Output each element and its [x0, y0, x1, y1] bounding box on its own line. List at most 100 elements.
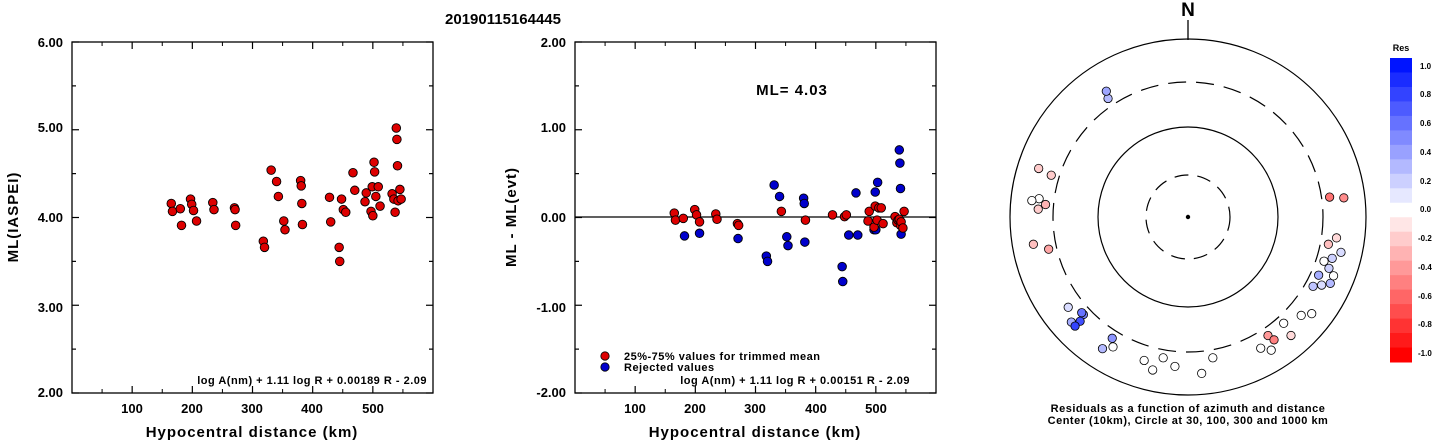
colorbar-title: Res	[1393, 43, 1410, 53]
colorbar-cell	[1390, 72, 1412, 88]
polar-residual-point	[1336, 247, 1346, 257]
colorbar-cell	[1390, 304, 1412, 320]
ml-station-point	[191, 216, 202, 226]
colorbar-label: -0.4	[1418, 263, 1432, 272]
left-plot-ticks	[72, 41, 433, 394]
colorbar-label: -1.0	[1418, 349, 1432, 358]
colorbar-cell	[1390, 217, 1412, 233]
trimmed-mean-point	[694, 217, 705, 227]
left-xtick-label: 400	[301, 401, 323, 416]
rejected-point	[800, 237, 810, 247]
ml-station-point	[259, 242, 270, 253]
ml-station-point	[297, 198, 307, 209]
ml-station-point	[391, 123, 402, 133]
colorbar-cell	[1390, 260, 1412, 276]
polar-residual-point	[1101, 86, 1111, 96]
colorbar-cell	[1390, 86, 1412, 102]
ml-station-point	[396, 194, 406, 204]
polar-caption-line2: Center (10km), Circle at 30, 100, 300 an…	[1048, 415, 1329, 427]
rejected-point	[837, 261, 847, 272]
ml-station-point	[395, 184, 405, 195]
trimmed-mean-point	[733, 220, 744, 231]
colorbar-cell	[1390, 188, 1412, 204]
trimmed-mean-point	[878, 218, 888, 229]
rejected-point	[895, 183, 906, 194]
colorbar-cell	[1390, 231, 1412, 247]
polar-residual-point	[1033, 204, 1043, 214]
polar-residual-point	[1331, 233, 1342, 243]
rejected-point	[894, 145, 905, 155]
polar-residual-point	[1044, 244, 1054, 254]
colorbar-label: 1.0	[1420, 62, 1432, 71]
polar-residual-point	[1323, 239, 1333, 249]
ml-station-point	[188, 205, 199, 216]
trimmed-mean-point	[670, 215, 681, 225]
ml-station-point	[369, 157, 379, 167]
left-plot: 2.00 3.00 4.00 5.00 6.00 100 200 300 400…	[5, 35, 434, 441]
left-xtick-label: 500	[362, 401, 384, 416]
polar-residual-point	[1170, 361, 1180, 372]
colorbar-cell	[1390, 173, 1412, 189]
left-ytick-label: 4.00	[38, 210, 63, 225]
rejected-point	[774, 191, 785, 202]
ml-station-point	[348, 167, 358, 178]
middle-xtick-label: 300	[744, 401, 766, 416]
middle-xtick-label: 400	[805, 401, 827, 416]
residual-colorbar: Res 1.0 0.8 0.6 0.4 0.2 0.0 -0.2 -0.4 -0…	[1390, 43, 1432, 363]
left-xtick-label: 200	[181, 401, 203, 416]
colorbar-cell	[1390, 333, 1412, 349]
polar-residual-point	[1269, 335, 1279, 345]
polar-residual-point	[1307, 309, 1317, 319]
ml-station-point	[324, 192, 335, 203]
ml-station-point	[336, 194, 347, 204]
left-plot-points	[166, 123, 406, 267]
ml-station-point	[360, 196, 370, 207]
colorbar-cell	[1390, 101, 1412, 117]
rejected-point	[679, 231, 690, 241]
ml-station-point	[209, 204, 219, 215]
colorbar-label: -0.6	[1418, 292, 1432, 301]
polar-residual-point	[1328, 271, 1339, 281]
colorbar-cell	[1390, 159, 1412, 175]
ml-station-point	[375, 201, 385, 211]
ml-station-point	[325, 217, 336, 227]
rejected-point	[870, 187, 880, 197]
middle-ytick-label: 0.00	[541, 210, 566, 225]
polar-residual-points	[1027, 86, 1349, 379]
ml-station-point	[361, 188, 371, 198]
colorbar-label: 0.6	[1420, 119, 1432, 128]
colorbar-cell	[1390, 246, 1412, 262]
legend-marker-rejected	[600, 362, 610, 372]
colorbar-label: -0.8	[1418, 320, 1432, 329]
ml-station-point	[334, 256, 345, 267]
colorbar-label: 0.4	[1420, 148, 1432, 157]
polar-residual-point	[1107, 333, 1117, 343]
polar-residual-point	[1286, 330, 1296, 341]
ml-station-point	[271, 176, 282, 187]
ml-station-point	[369, 167, 380, 177]
ml-station-point	[280, 225, 290, 235]
colorbar-cells	[1390, 58, 1412, 363]
rejected-point	[769, 180, 779, 190]
rejected-point	[782, 232, 792, 242]
polar-residual-point	[1040, 199, 1051, 210]
ml-station-point	[392, 134, 402, 145]
ring-1000km	[1009, 38, 1367, 396]
left-ytick-label: 2.00	[38, 385, 63, 400]
trimmed-mean-point	[864, 206, 874, 217]
polar-residual-point	[1208, 353, 1218, 363]
rejected-point	[844, 230, 854, 240]
trimmed-mean-point	[712, 214, 722, 225]
polar-residual-point	[1279, 318, 1289, 328]
colorbar-label: 0.2	[1420, 177, 1432, 186]
polar-residual-point	[1158, 353, 1168, 363]
middle-ytick-label: 1.00	[541, 120, 566, 135]
polar-residual-point	[1339, 193, 1349, 203]
left-xtick-label: 300	[241, 401, 263, 416]
polar-residual-point	[1314, 270, 1324, 280]
polar-residual-point	[1070, 321, 1080, 331]
ml-station-point	[334, 242, 344, 253]
polar-residual-point	[1097, 344, 1108, 354]
legend-label-trimmed: 25%-75% values for trimmed mean	[624, 351, 820, 363]
